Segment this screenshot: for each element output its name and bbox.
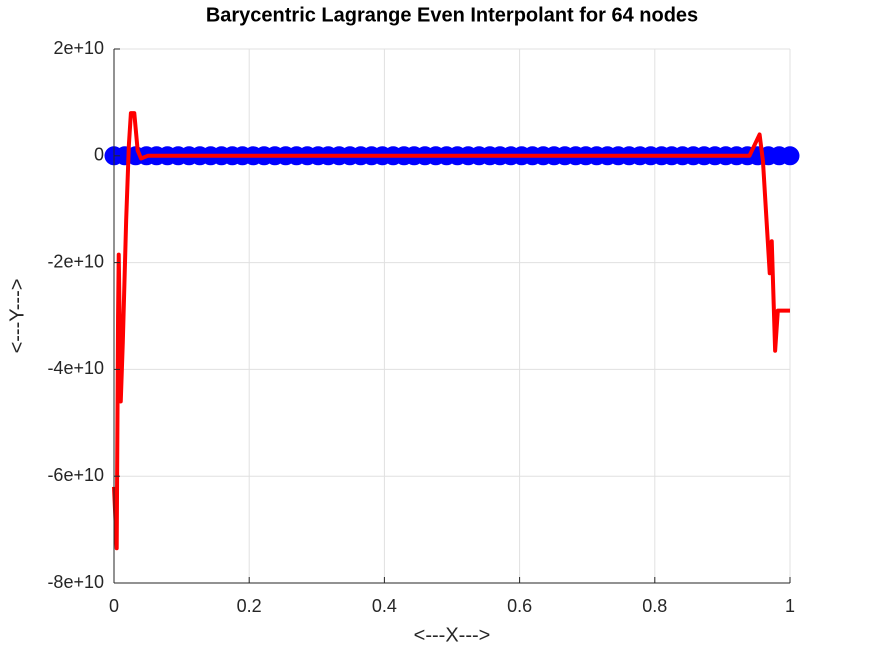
data-point bbox=[780, 146, 800, 166]
y-tick-label: 0 bbox=[94, 145, 104, 165]
grid bbox=[113, 48, 791, 584]
x-tick-label: 1 bbox=[785, 596, 795, 616]
x-axis-label: <---X---> bbox=[414, 624, 491, 646]
chart-title: Barycentric Lagrange Even Interpolant fo… bbox=[206, 4, 698, 26]
x-tick-label: 0.8 bbox=[642, 596, 667, 616]
y-tick-label: -4e+10 bbox=[47, 358, 104, 378]
x-tick-label: 0.2 bbox=[237, 596, 262, 616]
y-tick-label: 2e+10 bbox=[53, 38, 104, 58]
y-tick-label: -2e+10 bbox=[47, 251, 104, 271]
y-tick-label: -6e+10 bbox=[47, 465, 104, 485]
x-tick-label: 0.4 bbox=[372, 596, 397, 616]
x-tick-label: 0.6 bbox=[507, 596, 532, 616]
y-tick-label: -8e+10 bbox=[47, 572, 104, 592]
x-tick-label: 0 bbox=[109, 596, 119, 616]
y-axis-label: <---Y---> bbox=[6, 279, 28, 354]
data-line bbox=[112, 111, 790, 551]
plot-area bbox=[104, 111, 800, 551]
